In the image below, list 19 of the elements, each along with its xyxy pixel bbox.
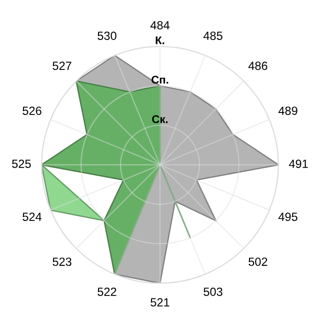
- spoke-label: 523: [52, 258, 72, 266]
- spoke-label: 484: [150, 21, 170, 30]
- y-tick-label: Ск.: [152, 115, 168, 124]
- spoke-label: 524: [22, 212, 42, 221]
- spoke-label: 491: [288, 160, 308, 168]
- spoke-label: 527: [52, 62, 72, 70]
- y-tick-label: Сп.: [152, 76, 168, 84]
- spoke-label: 502: [248, 258, 268, 266]
- spoke-label: 521: [150, 298, 170, 307]
- spoke-label: 495: [278, 212, 298, 221]
- spoke-label: 485: [203, 32, 222, 40]
- spoke-label: 522: [98, 288, 116, 296]
- spoke-label: 526: [22, 106, 42, 115]
- y-tick-label: К.: [156, 36, 164, 44]
- spoke-label: 486: [248, 62, 268, 70]
- spoke-label: 503: [204, 288, 222, 296]
- spoke-label: 525: [12, 160, 31, 168]
- spoke-label: 489: [278, 106, 298, 115]
- spoke-label: 530: [98, 32, 116, 40]
